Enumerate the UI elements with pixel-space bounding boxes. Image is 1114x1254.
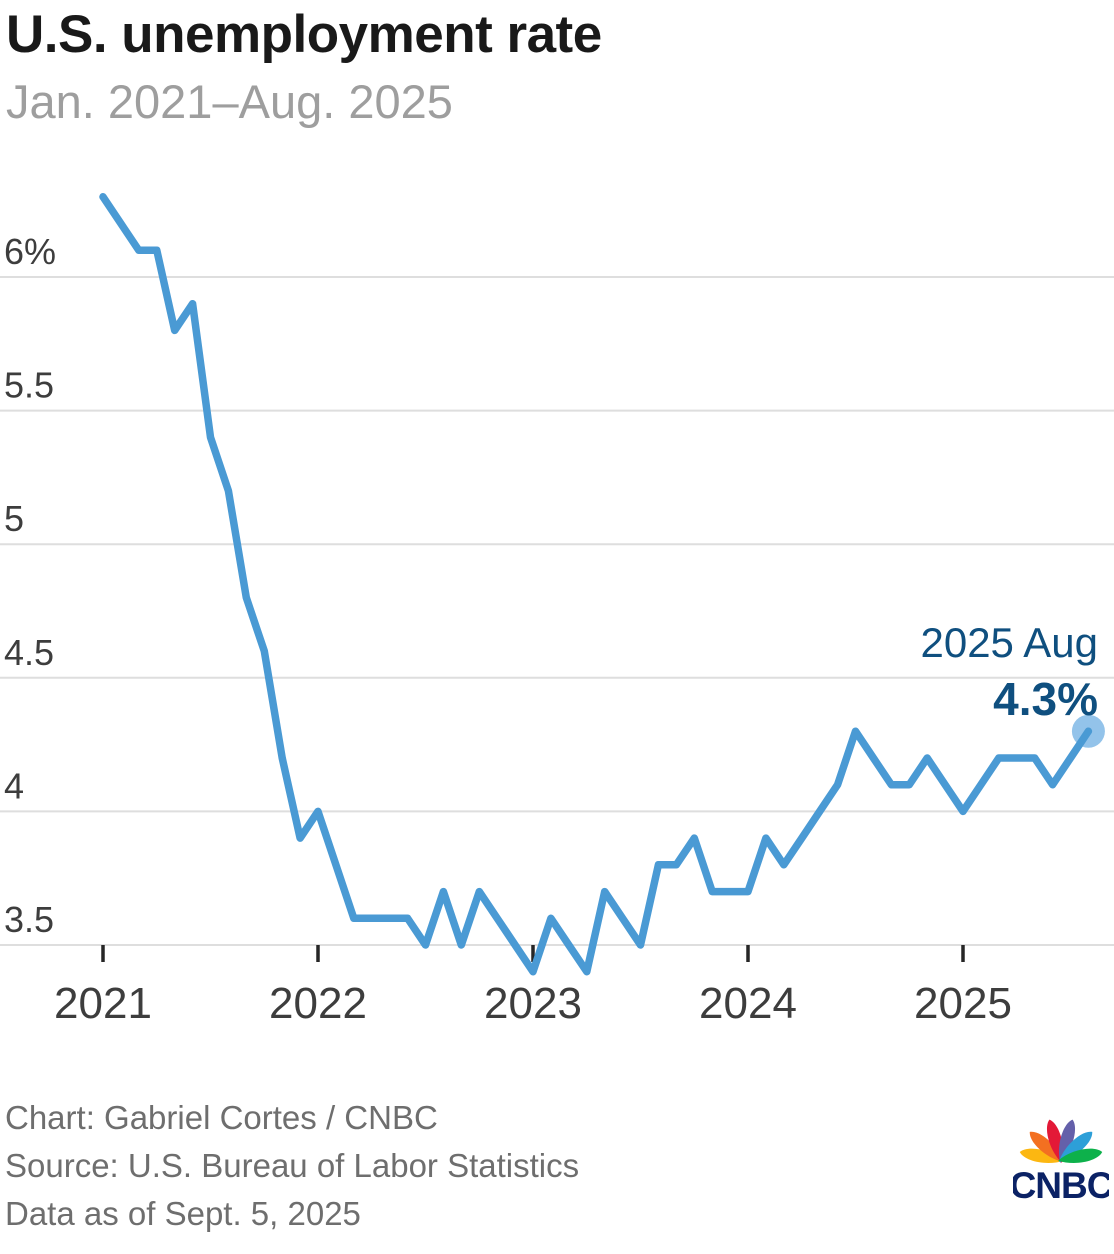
last-point-annotation: 2025 Aug 4.3% [920,619,1098,725]
x-tick-label: 2025 [914,979,1012,1028]
annotation-value-label: 4.3% [993,673,1098,725]
chart-title: U.S. unemployment rate [6,5,602,64]
data-line-unemployment-rate [99,193,1093,976]
y-tick-label: 5.5 [4,365,54,406]
chart-footer: Chart: Gabriel Cortes / CNBC Source: U.S… [5,1094,579,1238]
y-tick-label: 6% [4,231,56,272]
cnbc-wordmark: CNBC [1013,1165,1109,1204]
chart-subtitle: Jan. 2021–Aug. 2025 [6,75,453,128]
peacock-feather [1059,1119,1076,1163]
footer-credit: Chart: Gabriel Cortes / CNBC [5,1099,438,1136]
annotation-date-label: 2025 Aug [920,619,1098,666]
y-tick-label: 4.5 [4,632,54,673]
peacock-feather [1058,1131,1093,1163]
y-tick-label: 4 [4,765,24,806]
peacock-icon [1019,1119,1103,1163]
peacock-feather [1029,1131,1064,1163]
footer-source: Source: U.S. Bureau of Labor Statistics [5,1147,580,1184]
footer-data-as-of: Data as of Sept. 5, 2025 [5,1195,361,1232]
y-tick-label: 5 [4,498,24,539]
peacock-feather [1019,1148,1064,1163]
peacock-feather [1058,1148,1103,1163]
cnbc-logo: CNBC [1013,1119,1109,1204]
x-tick-label: 2021 [54,979,152,1028]
x-tick-label: 2022 [269,979,367,1028]
y-tick-label: 3.5 [4,899,54,940]
x-tick-label: 2023 [484,979,582,1028]
x-tick-label: 2024 [699,979,797,1028]
